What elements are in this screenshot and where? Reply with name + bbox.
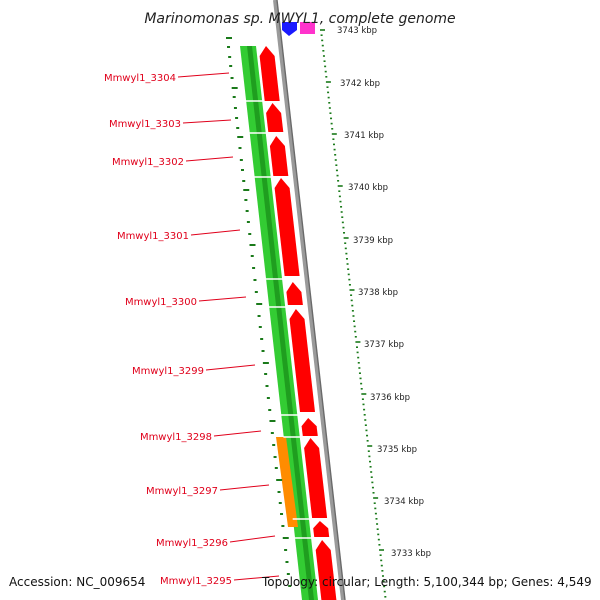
gene-arrow-3304 <box>259 46 280 101</box>
gene-arrows <box>259 46 337 600</box>
kbp-label-3741: 3741 kbp <box>344 131 384 141</box>
gene-label-3304: Mmwyl1_3304 <box>104 73 176 84</box>
gene-arrow-3302 <box>269 136 289 176</box>
gene-arrow-3303 <box>266 103 284 132</box>
gene-label-3303: Mmwyl1_3303 <box>109 119 181 130</box>
kbp-label-3738: 3738 kbp <box>358 288 398 298</box>
kbp-label-3743: 3743 kbp <box>337 26 377 36</box>
gene-arrow-3297 <box>304 438 328 518</box>
tick-marks <box>226 37 292 587</box>
gene-label-3302: Mmwyl1_3302 <box>112 157 184 168</box>
backbone <box>273 0 346 600</box>
gene-label-3296: Mmwyl1_3296 <box>156 538 228 549</box>
kbp-label-3733: 3733 kbp <box>391 549 431 559</box>
kbp-label-3739: 3739 kbp <box>353 236 393 246</box>
cds-bands <box>240 46 318 600</box>
top-blue-feature <box>282 22 297 36</box>
gene-dividers <box>245 100 314 539</box>
gene-arrow-3299 <box>289 309 315 412</box>
gene-label-3297: Mmwyl1_3297 <box>146 486 218 497</box>
kbp-label-3736: 3736 kbp <box>370 393 410 403</box>
leader-line-2 <box>185 156 234 162</box>
leader-line-5 <box>205 364 256 371</box>
scale-labels: 3743 kbp 3742 kbp 3741 kbp 3740 kbp 3739… <box>337 26 431 559</box>
highlight-orange-band <box>276 437 298 527</box>
leader-line-8 <box>229 535 276 543</box>
leader-line-3 <box>190 229 241 236</box>
gene-label-3301: Mmwyl1_3301 <box>117 231 189 242</box>
scale-dots <box>320 29 387 598</box>
leader-line-6 <box>213 430 262 437</box>
gene-labels: Mmwyl1_3304 Mmwyl1_3303 Mmwyl1_3302 Mmwy… <box>104 73 232 587</box>
kbp-label-3740: 3740 kbp <box>348 183 388 193</box>
gene-arrow-3300 <box>286 282 303 305</box>
top-pink-feature <box>300 22 315 34</box>
cds-band-dark <box>247 46 314 600</box>
gene-arrow-3295 <box>315 540 337 600</box>
gene-label-3299: Mmwyl1_3299 <box>132 366 204 377</box>
gene-label-3295: Mmwyl1_3295 <box>160 576 232 587</box>
top-features <box>282 22 315 36</box>
kbp-label-3737: 3737 kbp <box>364 340 404 350</box>
leader-lines <box>177 72 280 581</box>
accession-text: Accession: NC_009654 <box>9 575 146 589</box>
gene-arrow-3296 <box>313 521 330 537</box>
leader-line-4 <box>198 296 247 302</box>
genome-summary-text: Topology: circular; Length: 5,100,344 bp… <box>262 575 592 589</box>
gene-label-3300: Mmwyl1_3300 <box>125 297 197 308</box>
gene-arrow-3298 <box>301 418 318 436</box>
kbp-label-3742: 3742 kbp <box>340 79 380 89</box>
kbp-label-3735: 3735 kbp <box>377 445 417 455</box>
leader-line-1 <box>182 119 232 124</box>
leader-line-7 <box>219 484 270 491</box>
page-title: Marinomonas sp. MWYL1, complete genome <box>144 11 455 27</box>
leader-line-0 <box>177 72 230 78</box>
gene-label-3298: Mmwyl1_3298 <box>140 432 212 443</box>
gene-arrow-3301 <box>274 178 300 276</box>
kbp-label-3734: 3734 kbp <box>384 497 424 507</box>
leader-line-9 <box>233 575 280 581</box>
